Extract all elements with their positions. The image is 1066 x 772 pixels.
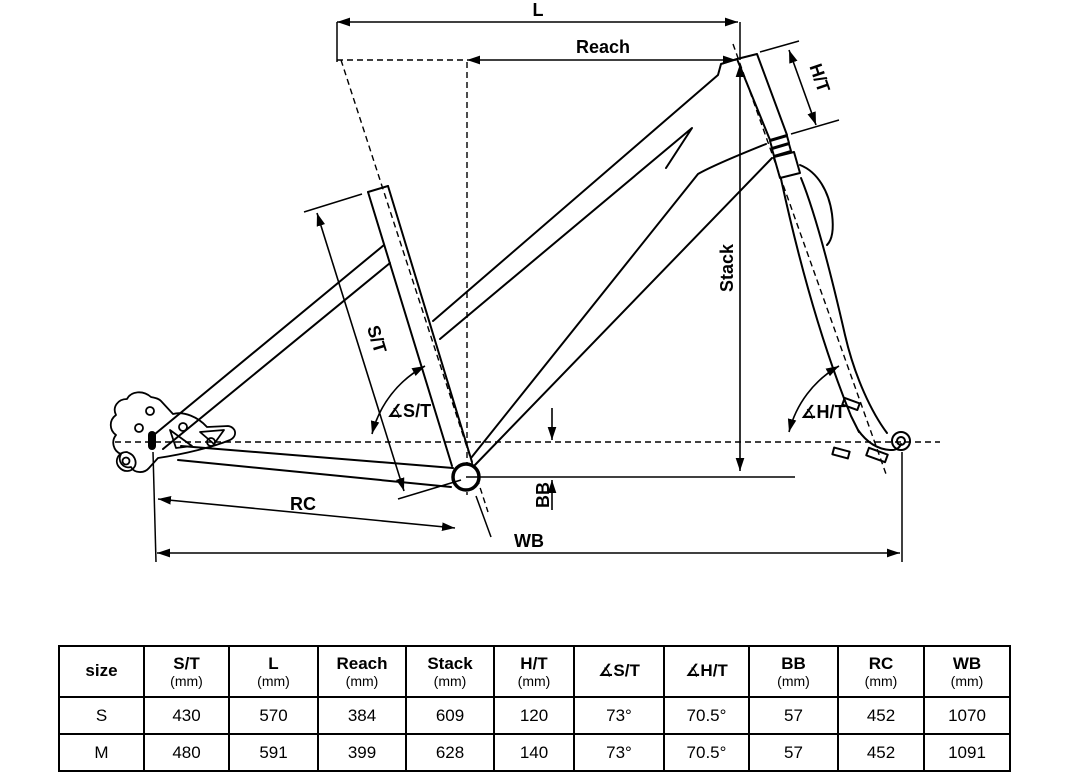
cell-wb: 1091 [923,733,1011,772]
col-header-l: L (mm) [228,645,319,698]
down-tube [473,157,773,467]
fork-shoulder [799,164,834,246]
dim-ht [788,49,817,126]
cell-size: S [58,696,145,735]
cell-seat-angle: 73° [573,696,665,735]
top-tube [439,127,693,340]
cell-reach: 384 [317,696,407,735]
bike-frame-drawing: L Reach Stack S/T H/T ∡S/T ∡H/T BB RC WB [109,0,940,563]
headset-spacer [771,143,792,157]
frame-geometry-diagram: L Reach Stack S/T H/T ∡S/T ∡H/T BB RC WB [109,0,940,563]
cell-stack: 609 [405,696,495,735]
bolt-hole [206,437,216,447]
dim-seat-angle-arc [370,365,426,435]
headset-spacer [769,135,790,149]
front-axle-hole [896,436,906,446]
seat-stay [162,262,391,450]
cell-bb: 57 [748,733,839,772]
label-rc: RC [290,494,316,514]
fork-blade [780,178,860,433]
derailleur-hanger [115,451,137,472]
top-tube [432,58,738,322]
dim-rc [157,495,456,532]
label-seat-angle: ∡S/T [387,401,431,421]
label-head-angle: ∡H/T [800,402,845,422]
cell-wb: 1070 [923,696,1011,735]
header-row: size S/T (mm) L (mm) Reach (mm) Stack (mm) H… [58,645,1011,698]
cell-size: M [58,733,145,772]
table-row-size-m: M 480 591 399 628 140 73° 70.5° 57 452 1… [58,733,1011,772]
label-l: L [533,0,544,20]
label-wb: WB [514,531,544,551]
col-header-rc: RC (mm) [837,645,925,698]
col-header-size: size [58,645,145,698]
dropout-cutout [169,429,193,449]
down-tube [470,143,767,459]
fork-blade [800,177,888,434]
label-reach: Reach [576,37,630,57]
head-tube [736,53,788,141]
dim-head-angle-arc [787,365,840,433]
cell-rc: 452 [837,696,925,735]
frame-tubes [154,53,788,488]
steering-axis [732,43,887,475]
col-header-wb: WB (mm) [923,645,1011,698]
cell-st: 430 [143,696,230,735]
label-st: S/T [363,323,390,356]
label-ht: H/T [805,61,833,95]
cell-bb: 57 [748,696,839,735]
extension-lines [152,22,903,563]
bolt-hole [145,406,155,416]
front-axle [891,431,911,451]
cell-stack: 628 [405,733,495,772]
fender-mount-tab [865,446,889,464]
rear-dropout [109,391,236,473]
label-stack: Stack [717,243,737,292]
cell-head-angle: 70.5° [663,733,750,772]
dropout-cutout [199,429,225,445]
cell-st: 480 [143,733,230,772]
geometry-table: size S/T (mm) L (mm) Reach (mm) Stack (mm) H… [58,645,1011,772]
fork-crown [773,151,801,179]
seat-tube-top [367,185,389,193]
col-header-reach: Reach (mm) [317,645,407,698]
seat-stay [154,244,385,435]
cell-reach: 399 [317,733,407,772]
cell-head-angle: 70.5° [663,696,750,735]
col-header-head-angle: ∡H/T [663,645,750,698]
col-header-st: S/T (mm) [143,645,230,698]
col-header-bb: BB (mm) [748,645,839,698]
col-header-stack: Stack (mm) [405,645,495,698]
chain-stay [177,459,452,488]
col-header-ht: H/T (mm) [493,645,575,698]
cell-l: 570 [228,696,319,735]
construction-lines [115,43,940,513]
col-header-seat-angle: ∡S/T [573,645,665,698]
hanger-hole [121,456,131,466]
label-bb: BB [533,482,553,508]
cell-rc: 452 [837,733,925,772]
fork [769,135,911,464]
cell-seat-angle: 73° [573,733,665,772]
dim-st [316,212,405,492]
table-row-size-s: S 430 570 384 609 120 73° 70.5° 57 452 1… [58,696,1011,735]
rack-mount-tab [841,396,861,412]
bolt-hole [178,422,188,432]
fender-mount-tab [831,446,851,460]
rear-axle-slot [148,431,156,450]
fork-tip [857,429,902,451]
cell-ht: 140 [493,733,575,772]
dimension-lines [157,17,900,558]
cell-ht: 120 [493,696,575,735]
bolt-hole [134,423,144,433]
cell-l: 591 [228,733,319,772]
